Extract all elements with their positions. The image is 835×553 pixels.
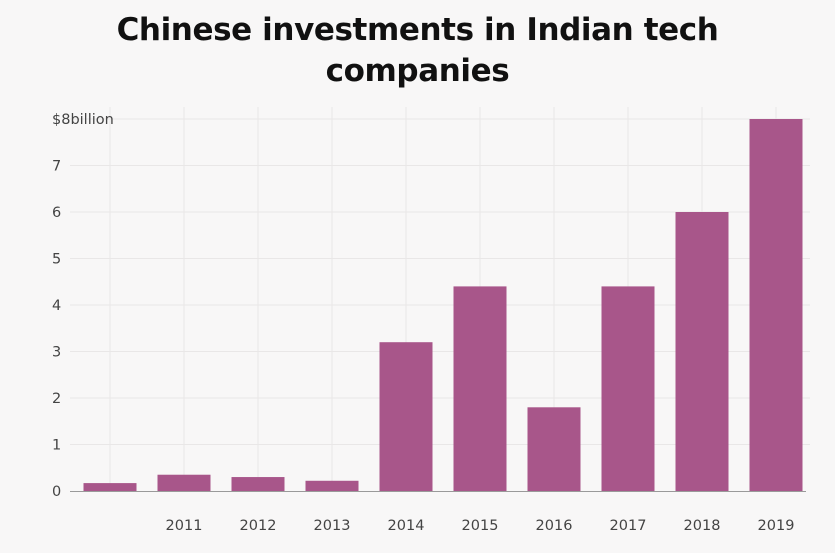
bar-2013 [305,480,359,491]
y-tick-label-1: 1 [52,438,61,454]
x-axis-tick-labels: 2011 2012 2013 2014 2015 2016 2017 2018 … [166,518,795,534]
x-tick-label-6: 2016 [536,518,573,534]
x-tick-label-4: 2014 [388,518,425,534]
y-tick-label-8: $8billion [52,112,114,128]
chart-title-line-1: Chinese investments in Indian tech [116,12,719,48]
x-tick-label-8: 2018 [684,518,721,534]
y-tick-label-0: 0 [52,484,61,500]
chart-title: Chinese investments in Indian tech compan… [0,10,835,92]
y-tick-label-6: 6 [52,205,61,221]
x-tick-label-5: 2015 [462,518,499,534]
bar-2014 [379,342,433,491]
bar-2011 [157,474,211,491]
y-tick-label-3: 3 [52,345,61,361]
bar-2018 [675,212,729,491]
bar-2016 [527,407,581,491]
x-tick-label-9: 2019 [758,518,795,534]
y-tick-label-5: 5 [52,252,61,268]
bar-first [83,483,137,491]
y-tick-label-7: 7 [52,159,61,175]
y-tick-label-4: 4 [52,298,61,314]
y-tick-label-2: 2 [52,391,61,407]
bars [83,119,803,491]
x-tick-label-2: 2012 [240,518,277,534]
bar-2012 [231,477,285,491]
y-axis-tick-labels: 0 1 2 3 4 5 6 7 $8billion [52,112,114,500]
bar-2015 [453,286,507,491]
bar-2019 [749,119,803,491]
x-tick-label-7: 2017 [610,518,647,534]
x-tick-label-1: 2011 [166,518,203,534]
chart-title-line-2: companies [325,53,510,89]
x-tick-label-3: 2013 [314,518,351,534]
bar-2017 [601,286,655,491]
